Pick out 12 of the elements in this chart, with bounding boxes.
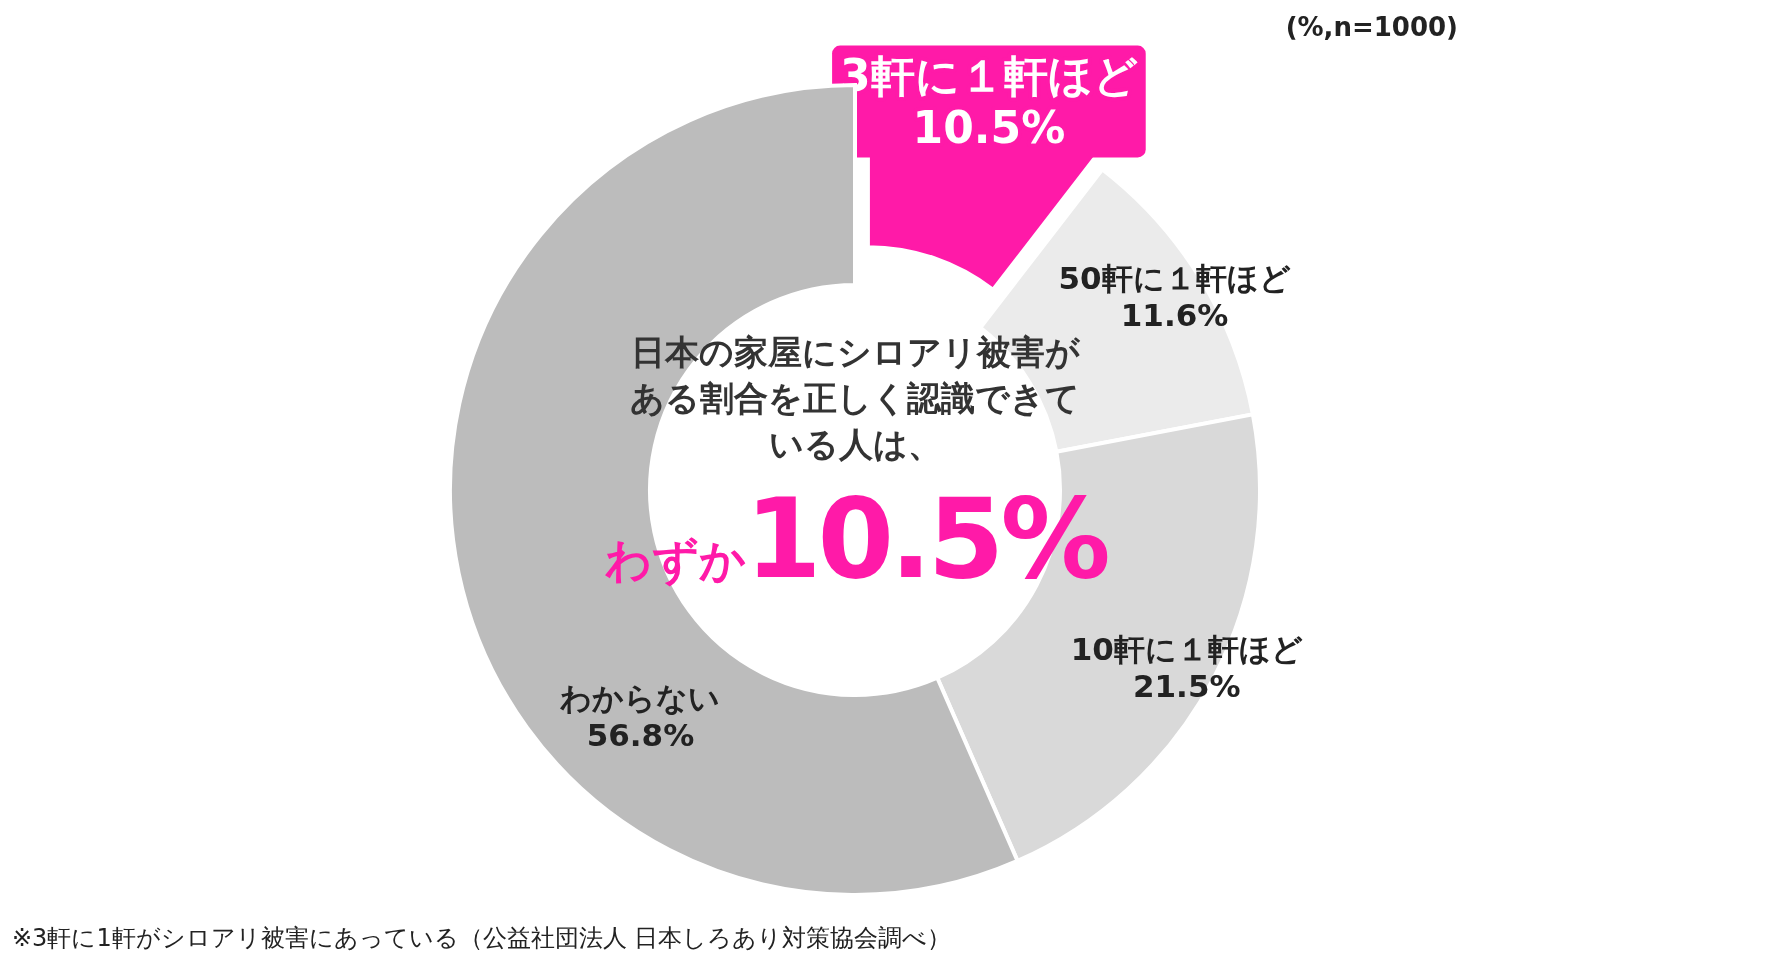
data-label: 10.5% [912,102,1066,154]
data-label: 11.6% [1120,297,1229,334]
data-label: 21.5% [1132,668,1241,705]
text: ※3軒に1軒がシロアリ被害にあっている（公益社団法人 日本しろあり対策協会調べ） [12,923,952,954]
slice-label: わからない [560,680,721,717]
text: 10.5% [745,475,1107,603]
data-label: 56.8% [586,717,695,754]
text: (%,n=1000) [1285,12,1458,42]
text: わずか [605,532,746,589]
slice-label: 10軒に１軒ほど [1070,631,1303,668]
text: 日本の家屋にシロアリ被害がある割合を正しく認識できている人は、 [629,331,1081,466]
slice-label: 50軒に１軒ほど [1058,260,1291,297]
